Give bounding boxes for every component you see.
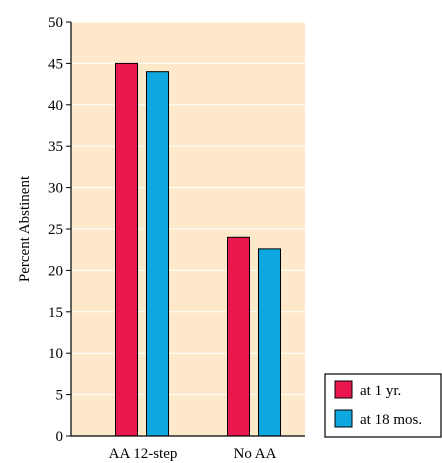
x-tick-label: AA 12-step: [109, 446, 178, 462]
y-tick-label: 20: [48, 263, 63, 279]
gridlines: [72, 21, 305, 396]
y-tick-label: 40: [48, 98, 63, 114]
y-tick-label: 25: [48, 222, 63, 238]
bars: [115, 62, 281, 437]
legend-swatch: [334, 409, 353, 428]
y-tick-label: 0: [56, 429, 64, 445]
legend-swatch: [334, 380, 353, 399]
y-tick-label: 45: [48, 56, 63, 72]
y-tick-label: 35: [48, 139, 63, 155]
bar-1-1: [258, 248, 281, 437]
x-tick-label: No AA: [234, 446, 277, 462]
bar-1-0: [227, 236, 250, 437]
bar-0-1: [146, 71, 169, 437]
y-axis-label: Percent Abstinent: [17, 175, 33, 282]
y-tick-label: 15: [48, 305, 63, 321]
bar-0-0: [115, 62, 138, 437]
legend: at 1 yr. at 18 mos.: [324, 373, 442, 438]
y-tick-label: 5: [56, 388, 64, 404]
legend-label: at 1 yr.: [360, 383, 401, 399]
y-tick-label: 30: [48, 181, 63, 197]
y-tick-label: 10: [48, 346, 63, 362]
y-tick-label: 50: [48, 15, 63, 31]
axes: 0 5 10 15 20 25 30 35 40 45 50 AA 12-step No AA: [48, 15, 305, 462]
legend-label: at 18 mos.: [360, 412, 422, 428]
